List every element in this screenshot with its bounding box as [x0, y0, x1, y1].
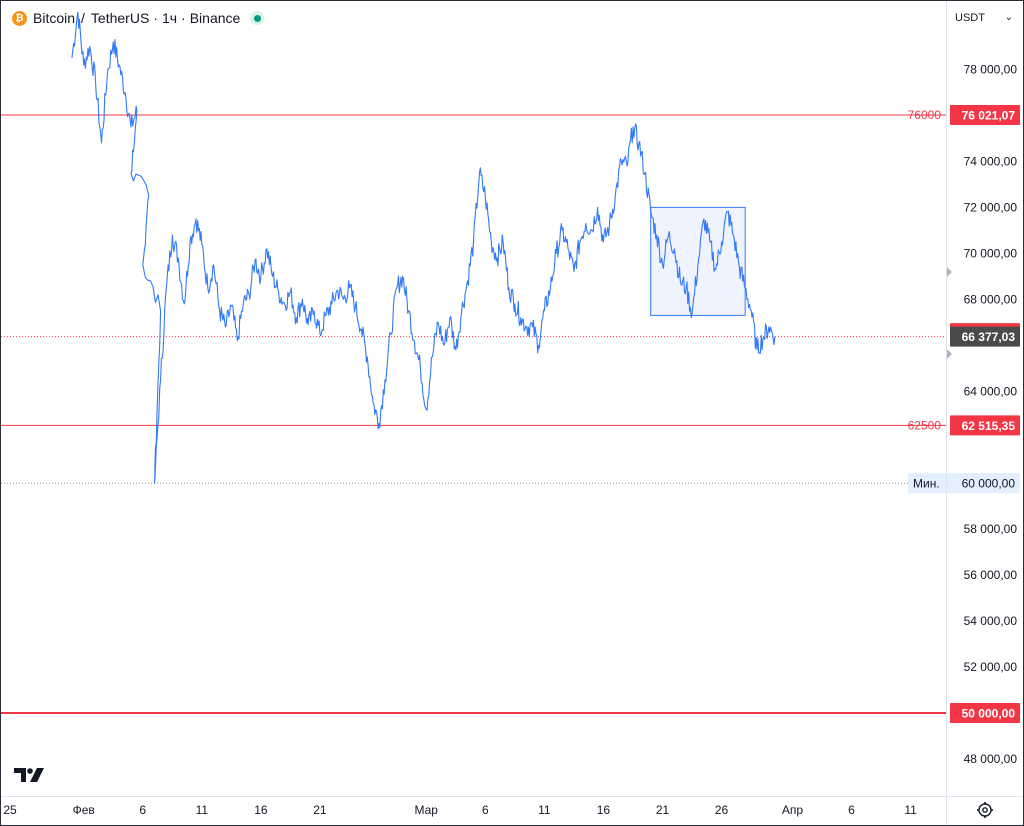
- current-price-badge: 66 377,03: [962, 330, 1016, 344]
- time-axis-border: [1, 796, 1023, 797]
- min-price-label: Мин.: [913, 477, 940, 491]
- axis-marker: [947, 267, 952, 277]
- price-tick-label: 68 000,00: [964, 292, 1018, 306]
- price-tick-label: 52 000,00: [964, 660, 1018, 674]
- settings-gear-icon[interactable]: [976, 801, 994, 819]
- price-tick-label: 64 000,00: [964, 384, 1018, 398]
- time-tick-label: Апр: [782, 803, 804, 817]
- level-high-label: 76000: [908, 108, 942, 122]
- round-price-badge-bg: [950, 703, 1020, 724]
- time-tick-label: 6: [139, 803, 146, 817]
- time-tick-label: 25: [3, 803, 17, 817]
- pair-separator: /: [81, 10, 85, 26]
- currency-selector[interactable]: USDT ⌄: [949, 7, 1019, 29]
- symbol-legend[interactable]: ₿ Bitcoin / TetherUS · 1ч · Binance: [12, 8, 265, 28]
- level-low-price-badge-bg: [950, 415, 1020, 436]
- live-status-icon: [250, 11, 265, 25]
- time-tick-label: 21: [313, 803, 327, 817]
- level-low-label: 62500: [908, 418, 942, 432]
- chevron-down-icon: ⌄: [1004, 12, 1013, 23]
- price-tick-label: 58 000,00: [964, 522, 1018, 536]
- level-low-price-badge: 62 515,35: [962, 419, 1016, 433]
- axis-marker: [947, 349, 952, 359]
- symbol-name: Bitcoin: [33, 10, 76, 26]
- time-tick-label: 6: [482, 803, 489, 817]
- time-tick-label: 16: [597, 803, 611, 817]
- price-series-line: [71, 11, 776, 484]
- bitcoin-coin-icon: ₿: [12, 10, 27, 26]
- price-tick-label: 54 000,00: [964, 614, 1018, 628]
- interval-label: 1ч: [161, 10, 178, 26]
- legend-dot: ·: [181, 10, 186, 26]
- time-tick-label: 6: [848, 803, 855, 817]
- time-tick-label: Фев: [73, 803, 95, 817]
- price-tick-label: 48 000,00: [964, 752, 1018, 766]
- time-tick-label: 11: [196, 803, 209, 817]
- currency-label: USDT: [955, 12, 985, 24]
- time-tick-label: 26: [715, 803, 729, 817]
- time-tick-label: 16: [254, 803, 268, 817]
- current-price-badge-bg: [950, 326, 1020, 347]
- time-tick-label: Мар: [415, 803, 439, 817]
- level-high-price-badge-bg: [950, 104, 1020, 125]
- price-tick-label: 78 000,00: [964, 62, 1018, 76]
- price-tick-label: 56 000,00: [964, 568, 1018, 582]
- time-tick-label: 21: [656, 803, 670, 817]
- time-tick-label: 11: [538, 803, 551, 817]
- price-tick-label: 72 000,00: [964, 200, 1018, 214]
- level-high-price-badge: 76 021,07: [962, 108, 1016, 122]
- round-price-badge: 50 000,00: [962, 707, 1016, 721]
- quote-name: TetherUS: [90, 10, 150, 26]
- exchange-name: Binance: [189, 10, 241, 26]
- time-tick-label: 11: [904, 803, 917, 817]
- price-tick-label: 74 000,00: [964, 154, 1018, 168]
- min-price-value: 60 000,00: [962, 477, 1016, 491]
- price-tick-label: 70 000,00: [964, 246, 1018, 260]
- legend-dot: ·: [153, 10, 158, 26]
- min-price-badge-bg: [908, 473, 1020, 494]
- price-axis-border: [946, 1, 947, 825]
- tradingview-logo-icon[interactable]: [13, 766, 47, 784]
